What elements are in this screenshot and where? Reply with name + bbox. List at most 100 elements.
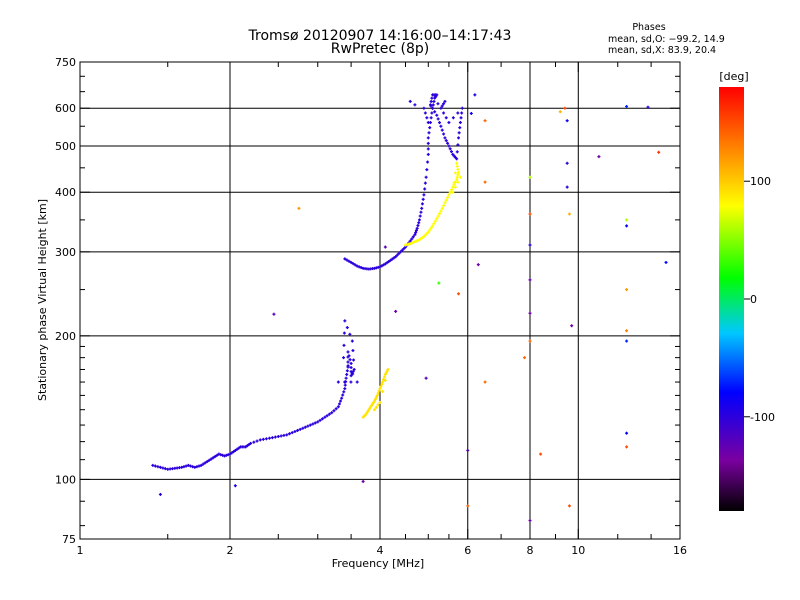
- o-trace-point: [197, 464, 201, 468]
- o-trace-point: [433, 110, 437, 114]
- noise-point: [625, 224, 629, 228]
- o-trace-point: [303, 425, 307, 429]
- x-trace-point: [456, 173, 460, 177]
- o-trace-point: [426, 121, 430, 125]
- noise-point: [408, 99, 412, 103]
- o-trace-point: [432, 93, 436, 97]
- o-trace-point: [385, 261, 389, 265]
- x-trace-point: [451, 190, 455, 194]
- x-trace-point: [451, 185, 455, 189]
- noise-point: [469, 111, 473, 115]
- o-trace-point: [426, 160, 430, 164]
- noise-point: [597, 155, 601, 159]
- o-trace-point: [442, 111, 446, 115]
- noise-point: [466, 448, 470, 452]
- o-trace-point: [323, 415, 327, 419]
- x-trace-point: [438, 212, 442, 216]
- noise-point: [567, 504, 571, 508]
- o-trace-point: [156, 465, 160, 469]
- x-trace-point: [373, 397, 377, 401]
- o-trace-point: [273, 435, 277, 439]
- o-trace-point: [336, 405, 340, 409]
- colorbar-tick-label: 100: [750, 175, 771, 188]
- noise-point: [476, 263, 480, 267]
- noise-point: [567, 212, 571, 216]
- phases-x-stats: mean, sd,X: 83.9, 20.4: [608, 45, 716, 56]
- o-trace-point: [418, 214, 422, 218]
- x-trace-point: [432, 221, 436, 225]
- o-trace-point: [457, 136, 461, 140]
- o-trace-point: [439, 124, 443, 128]
- o-trace-point: [444, 116, 448, 120]
- noise-point: [466, 504, 470, 508]
- o-trace-point: [453, 155, 457, 159]
- o-trace-point: [446, 141, 450, 145]
- o-trace-point: [191, 465, 195, 469]
- o-trace-point: [431, 103, 435, 107]
- o-trace-point: [349, 366, 353, 370]
- o-trace-point: [221, 453, 225, 457]
- o-trace-point: [293, 430, 297, 434]
- x-trace-point: [455, 164, 459, 168]
- o-trace-point: [348, 358, 352, 362]
- noise-point: [483, 380, 487, 384]
- o-trace-point: [429, 116, 433, 120]
- x-trace-point: [416, 238, 420, 242]
- colorbar: [719, 87, 744, 511]
- o-trace-point: [235, 447, 239, 451]
- o-trace-point: [435, 113, 439, 117]
- o-trace-point: [203, 461, 207, 465]
- x-trace-point: [429, 226, 433, 230]
- o-trace-point: [447, 144, 451, 148]
- x-trace-point: [369, 405, 373, 409]
- data-points: [151, 93, 668, 523]
- o-trace-point: [296, 428, 300, 432]
- noise-point: [565, 161, 569, 165]
- o-trace-point: [213, 455, 217, 459]
- o-trace-point: [247, 443, 251, 447]
- o-trace-point: [380, 264, 384, 268]
- y-axis-label: Stationary phase Virtual Height [km]: [36, 199, 49, 401]
- o-trace-point: [311, 422, 315, 426]
- o-trace-point: [457, 131, 461, 135]
- o-trace-point: [426, 141, 430, 145]
- o-trace-point: [426, 136, 430, 140]
- noise-point: [558, 110, 562, 114]
- o-trace-point: [345, 326, 349, 330]
- noise-point: [233, 484, 237, 488]
- o-trace-point: [425, 116, 429, 120]
- colorbar-label: [deg]: [719, 70, 748, 83]
- noise-point: [483, 119, 487, 123]
- o-trace-point: [349, 380, 353, 384]
- x-trace-point: [458, 175, 462, 179]
- x-trace-point: [363, 413, 367, 417]
- noise-point: [383, 245, 387, 249]
- o-trace-point: [444, 139, 448, 143]
- o-trace-point: [340, 396, 344, 400]
- noise-point: [483, 180, 487, 184]
- o-trace-point: [352, 358, 356, 362]
- o-trace-point: [419, 210, 423, 214]
- x-trace-point: [443, 201, 447, 205]
- o-trace-point: [351, 349, 355, 353]
- o-trace-point: [355, 380, 359, 384]
- o-trace-point: [237, 446, 241, 450]
- o-trace-point: [458, 126, 462, 130]
- x-trace-point: [381, 380, 385, 384]
- o-trace-point: [420, 206, 424, 210]
- x-trace-point: [376, 391, 380, 395]
- o-trace-point: [158, 465, 162, 469]
- o-trace-point: [376, 265, 380, 269]
- o-trace-point: [344, 376, 348, 380]
- o-trace-point: [417, 221, 421, 225]
- o-trace-point: [352, 367, 356, 371]
- noise-point: [424, 376, 428, 380]
- o-trace-point: [313, 421, 317, 425]
- o-trace-point: [230, 451, 234, 455]
- o-trace-point: [345, 258, 349, 262]
- noise-point: [158, 492, 162, 496]
- o-trace-point: [422, 193, 426, 197]
- o-trace-point: [351, 262, 355, 266]
- o-trace-point: [423, 181, 427, 185]
- o-trace-point: [290, 431, 294, 435]
